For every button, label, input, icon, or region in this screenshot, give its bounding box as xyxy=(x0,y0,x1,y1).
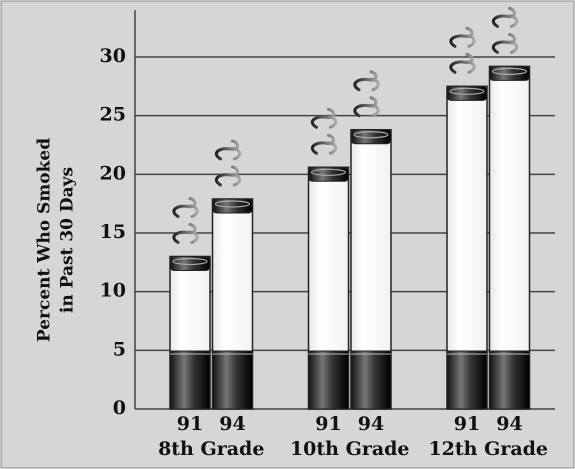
x-tick-label: 91 xyxy=(177,413,203,435)
smoke xyxy=(310,107,338,129)
cigarette xyxy=(211,198,254,410)
filter xyxy=(308,350,349,410)
y-tick-label: 25 xyxy=(100,104,126,126)
cigarette xyxy=(488,65,531,410)
ash-ring xyxy=(353,131,389,139)
ash-tip xyxy=(489,65,530,81)
smoke xyxy=(172,196,199,218)
ash-ring xyxy=(491,67,528,75)
smoke xyxy=(214,139,242,161)
y-tick-label: 15 xyxy=(100,221,126,243)
filter xyxy=(446,350,488,410)
ash-tip xyxy=(169,255,211,271)
cigarette xyxy=(446,85,488,410)
filter xyxy=(212,350,253,410)
y-axis-label: in Past 30 Days xyxy=(58,167,78,313)
filter xyxy=(489,350,530,410)
x-tick-label: 91 xyxy=(454,413,480,435)
filter xyxy=(169,350,211,410)
x-tick-label: 94 xyxy=(496,413,522,435)
ash-ring xyxy=(310,168,347,176)
group-label: 10th Grade xyxy=(290,438,410,460)
y-axis-label: Percent Who Smoked xyxy=(35,138,55,342)
ash-tip xyxy=(308,166,349,182)
x-tick-label: 94 xyxy=(219,413,245,435)
filter xyxy=(350,350,392,410)
ash-tip xyxy=(350,129,392,145)
y-tick-label: 0 xyxy=(113,397,126,419)
ash-ring xyxy=(214,200,251,208)
ash-ring xyxy=(172,257,208,266)
smoke xyxy=(449,52,476,74)
x-tick-label: 91 xyxy=(315,413,341,435)
ash-ring xyxy=(449,87,485,95)
group-label: 12th Grade xyxy=(428,438,548,460)
cigarette xyxy=(350,128,392,410)
smoke xyxy=(449,26,476,48)
y-tick-label: 10 xyxy=(100,280,126,302)
ash-tip xyxy=(446,85,488,101)
group-label: 8th Grade xyxy=(158,438,264,460)
smoke xyxy=(310,133,338,155)
smoke xyxy=(214,165,242,187)
y-tick-label: 30 xyxy=(100,45,126,67)
smoke xyxy=(353,96,380,118)
cigarette xyxy=(307,166,350,410)
cigarette xyxy=(169,255,211,410)
y-tick-label: 20 xyxy=(100,162,126,184)
y-tick-label: 5 xyxy=(113,338,126,360)
ash-tip xyxy=(212,198,253,214)
x-tick-label: 94 xyxy=(358,413,384,435)
smoke xyxy=(491,32,519,54)
smoke xyxy=(491,6,519,28)
smoke xyxy=(353,70,380,92)
smoke xyxy=(172,222,199,244)
